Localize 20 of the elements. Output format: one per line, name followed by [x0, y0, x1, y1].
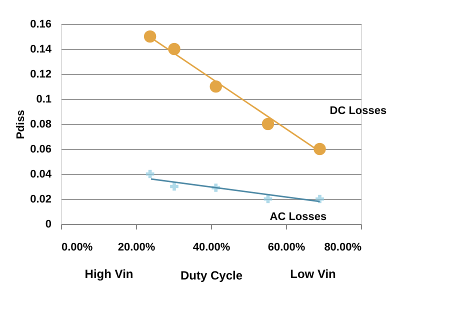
y-tick-label: 0.02 — [30, 194, 52, 206]
y-tick-label: 0.06 — [30, 144, 52, 156]
y-tick-label: 0 — [45, 218, 52, 230]
y-tick-label: 0.08 — [30, 118, 52, 130]
x-tick-label: 40.00% — [192, 242, 230, 254]
text: High Vin — [84, 267, 134, 281]
y-axis-title: Pdiss — [15, 110, 28, 140]
x-tick-label: 0.00% — [62, 242, 93, 254]
y-tick-label: 0.04 — [30, 168, 52, 180]
text: DC Losses — [330, 105, 387, 117]
x-tick-label: 60.00% — [268, 242, 306, 254]
series-label: AC Losses — [270, 211, 327, 223]
x-axis-title: Duty Cycle — [180, 268, 243, 282]
x-tick-label: 80.00% — [324, 242, 362, 254]
y-tick-label: 0.14 — [30, 44, 52, 56]
y-tick-label: 0.16 — [30, 18, 52, 30]
text: Low Vin — [290, 267, 336, 281]
y-tick-label: 0.1 — [36, 94, 52, 106]
y-tick-label: 0.12 — [30, 68, 52, 80]
x-tick-label: 20.00% — [118, 242, 156, 254]
